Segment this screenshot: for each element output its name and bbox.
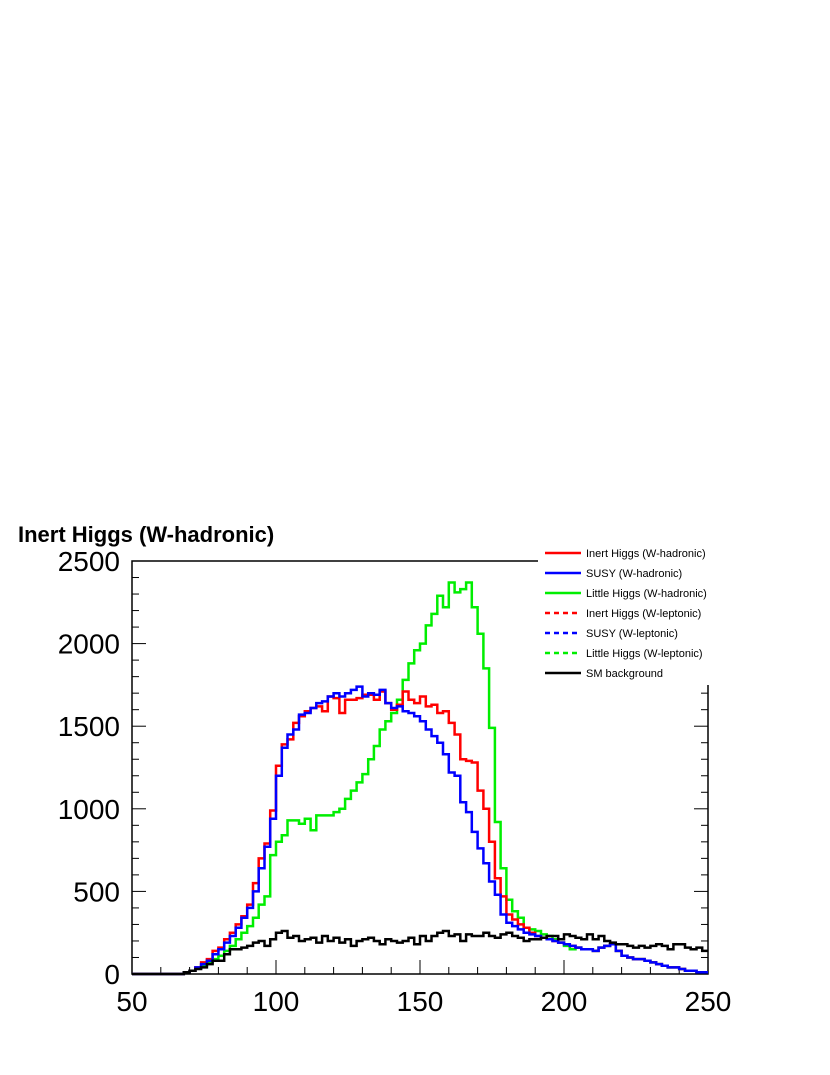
y-tick-label: 0 xyxy=(104,959,120,990)
y-tick-label: 1500 xyxy=(58,711,120,742)
series-layer xyxy=(132,581,708,976)
legend-label: SUSY (W-hadronic) xyxy=(586,568,682,580)
legend-label: SM background xyxy=(586,668,663,680)
x-tick-label: 150 xyxy=(397,986,444,1017)
y-tick-label: 1000 xyxy=(58,794,120,825)
x-tick-label: 250 xyxy=(685,986,732,1017)
series-line-2 xyxy=(132,685,708,976)
x-tick-label: 50 xyxy=(116,986,147,1017)
x-tick-label: 100 xyxy=(253,986,300,1017)
series-line-1 xyxy=(132,690,708,976)
legend-label: Little Higgs (W-leptonic) xyxy=(586,648,703,660)
legend-label: Inert Higgs (W-hadronic) xyxy=(586,548,706,560)
series-line-3 xyxy=(132,929,708,976)
y-tick-label: 2500 xyxy=(58,546,120,577)
y-tick-label: 500 xyxy=(73,876,120,907)
y-tick-label: 2000 xyxy=(58,629,120,660)
legend: Inert Higgs (W-hadronic) SUSY (W-hadronic… xyxy=(538,541,710,685)
legend-label: SUSY (W-leptonic) xyxy=(586,628,678,640)
legend-label: Inert Higgs (W-leptonic) xyxy=(586,608,701,620)
legend-label: Little Higgs (W-hadronic) xyxy=(586,588,707,600)
chart-title: Inert Higgs (W-hadronic) xyxy=(18,522,274,547)
x-tick-label: 200 xyxy=(541,986,588,1017)
